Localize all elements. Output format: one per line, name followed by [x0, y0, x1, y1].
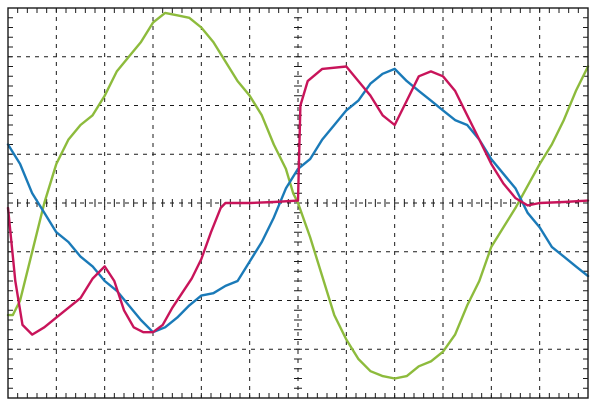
screen-border [7, 7, 589, 399]
trace-line-1 [6, 11, 590, 380]
trace-line-3 [6, 65, 590, 336]
traces [6, 11, 590, 380]
